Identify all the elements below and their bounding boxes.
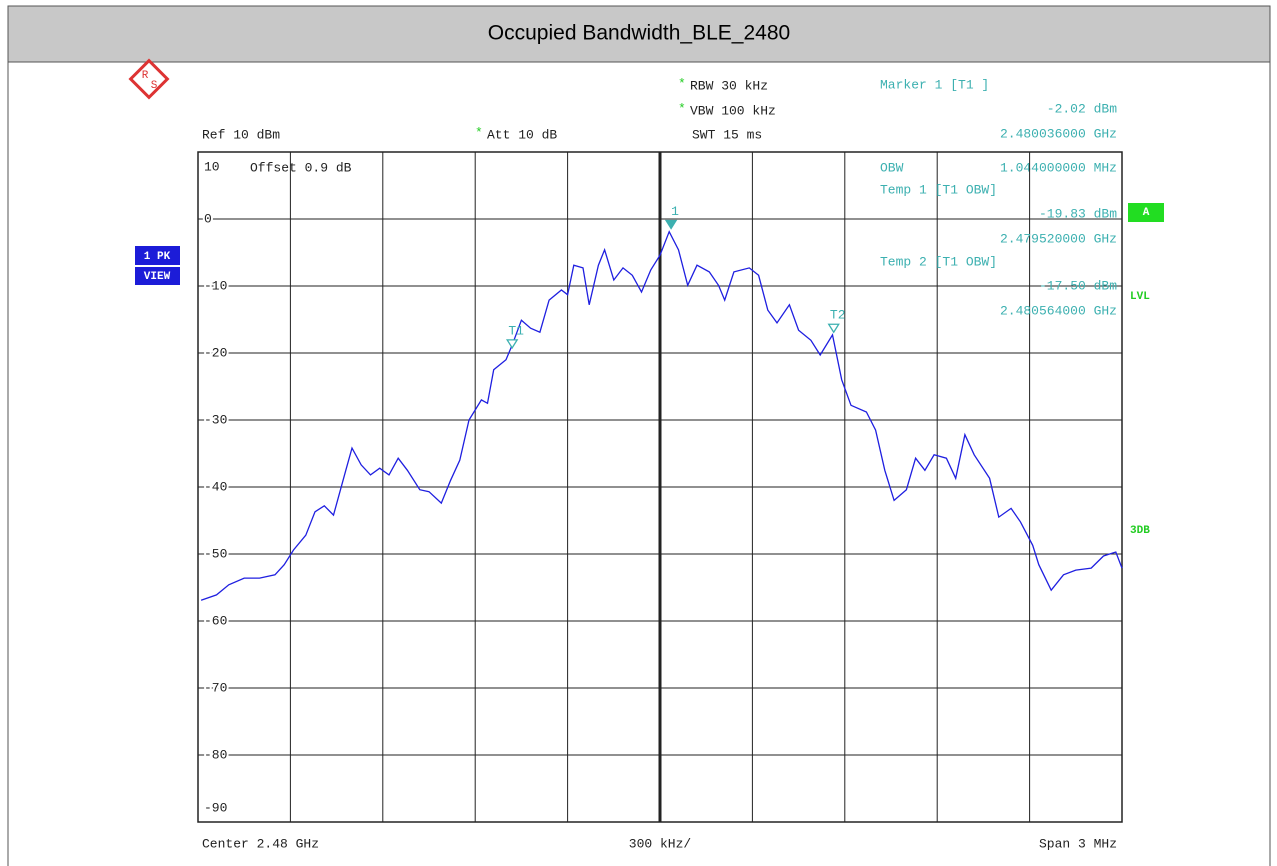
marker	[505, 339, 519, 350]
marker-label: T2	[830, 308, 846, 323]
marker-label: T1	[508, 323, 524, 338]
logo-diamond	[128, 58, 170, 100]
vbw: VBW 100 kHz	[690, 103, 776, 118]
marker-label: 1	[671, 204, 679, 219]
marker-freq: 2.479520000 GHz	[1000, 231, 1117, 246]
y-tick-label: 10	[204, 159, 220, 174]
side-badge	[1128, 203, 1164, 222]
y-tick-label: -40	[204, 479, 227, 494]
trace-label: 1 PK	[144, 251, 171, 263]
logo-letter: S	[151, 80, 158, 92]
attenuation: Att 10 dB	[487, 127, 557, 142]
trace-badge	[135, 246, 180, 265]
marker-freq: 2.480564000 GHz	[1000, 303, 1117, 318]
flag: *	[678, 101, 686, 116]
marker-name: Marker 1 [T1 ]	[880, 77, 989, 92]
marker-name: Temp 1 [T1 OBW]	[880, 182, 997, 197]
trace-badge	[135, 267, 180, 285]
y-tick-label: -30	[204, 412, 227, 427]
obw-value: 1.044000000 MHz	[1000, 160, 1117, 175]
marker-name: Temp 2 [T1 OBW]	[880, 254, 997, 269]
marker-value: -17.50 dBm	[1039, 278, 1117, 293]
offset: Offset 0.9 dB	[250, 160, 352, 175]
side-label: LVL	[1130, 291, 1150, 303]
title-bar	[7, 5, 1271, 63]
footer-center: Center 2.48 GHz	[202, 836, 319, 851]
title: Occupied Bandwidth_BLE_2480	[488, 22, 790, 45]
side-label: 3DB	[1130, 525, 1150, 537]
y-tick-label: -90	[204, 800, 227, 815]
y-tick-label: -50	[204, 546, 227, 561]
marker	[827, 323, 840, 334]
marker	[664, 219, 678, 230]
y-tick-label: -60	[204, 613, 227, 628]
y-tick-label: -70	[204, 680, 227, 695]
y-tick-label: -20	[204, 345, 227, 360]
rbw: RBW 30 kHz	[690, 78, 768, 93]
marker-value: -2.02 dBm	[1047, 101, 1117, 116]
obw-label: OBW	[880, 160, 904, 175]
y-tick-label: -80	[204, 747, 227, 762]
logo: R S	[128, 58, 170, 100]
trace	[200, 230, 1123, 601]
side-label: A	[1143, 207, 1150, 219]
swt: SWT 15 ms	[692, 127, 762, 142]
flag: *	[678, 76, 686, 91]
logo-letter: R	[142, 70, 149, 82]
footer-span: Span 3 MHz	[1039, 836, 1117, 851]
marker-freq: 2.480036000 GHz	[1000, 126, 1117, 141]
footer-div: 300 kHz/	[629, 836, 692, 851]
ref-level: Ref 10 dBm	[202, 127, 280, 142]
y-tick-label: 0	[204, 211, 212, 226]
trace-label: VIEW	[144, 271, 171, 283]
flag: *	[475, 125, 483, 140]
marker-value: -19.83 dBm	[1039, 206, 1117, 221]
y-tick-label: -10	[204, 278, 227, 293]
